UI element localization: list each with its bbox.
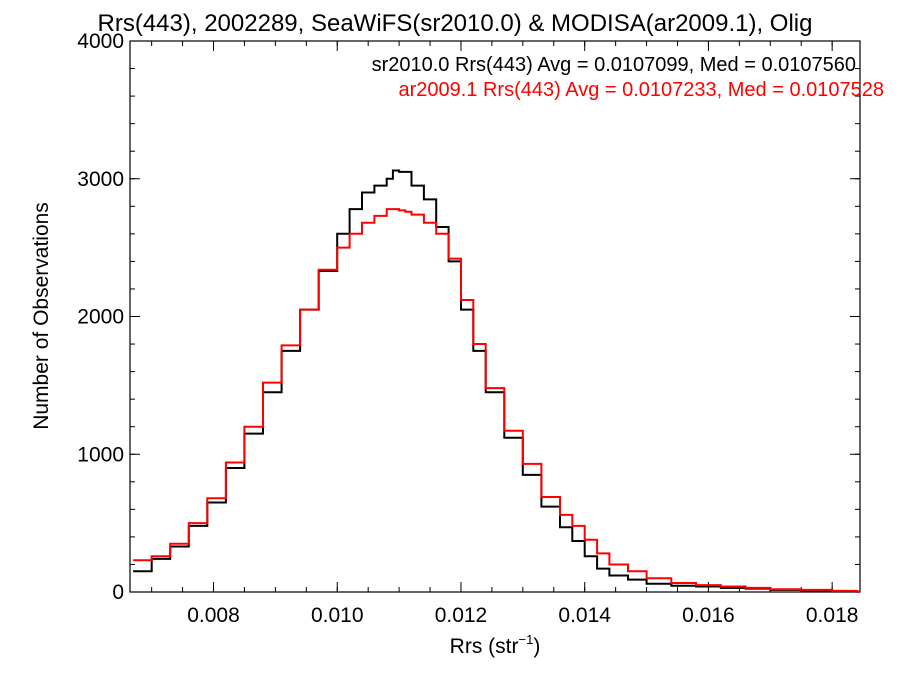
y-tick-label: 4000 bbox=[77, 30, 124, 53]
x-tick-label: 0.016 bbox=[682, 604, 735, 627]
chart-title: Rrs(443), 2002289, SeaWiFS(sr2010.0) & M… bbox=[98, 10, 813, 37]
plot-frame bbox=[129, 40, 861, 593]
axis-ticks bbox=[130, 40, 860, 593]
legend-entry-sr2010: sr2010.0 Rrs(443) Avg = 0.0107099, Med =… bbox=[372, 54, 856, 76]
series-line-ar2009 bbox=[133, 208, 860, 593]
y-tick-label: 3000 bbox=[77, 168, 124, 191]
axis-tick-labels: 0.008 0.010 0.012 0.014 0.016 0.018 0 1000 2000 3… bbox=[77, 30, 858, 627]
legend-entry-ar2009: ar2009.1 Rrs(443) Avg = 0.0107233, Med =… bbox=[398, 79, 884, 101]
x-tick-label: 0.010 bbox=[311, 604, 364, 627]
y-axis-label: Number of Observations bbox=[30, 202, 53, 430]
x-tick-label: 0.012 bbox=[435, 604, 488, 627]
y-tick-label: 1000 bbox=[77, 443, 124, 466]
x-tick-label: 0.008 bbox=[187, 604, 240, 627]
series-lines bbox=[133, 169, 860, 593]
x-tick-label: 0.018 bbox=[806, 604, 859, 627]
y-tick-label: 0 bbox=[112, 581, 124, 604]
x-axis-label: Rrs (str−1) bbox=[450, 632, 541, 658]
y-tick-label: 2000 bbox=[77, 306, 124, 329]
x-tick-label: 0.014 bbox=[558, 604, 611, 627]
series-line-sr2010 bbox=[133, 169, 860, 593]
